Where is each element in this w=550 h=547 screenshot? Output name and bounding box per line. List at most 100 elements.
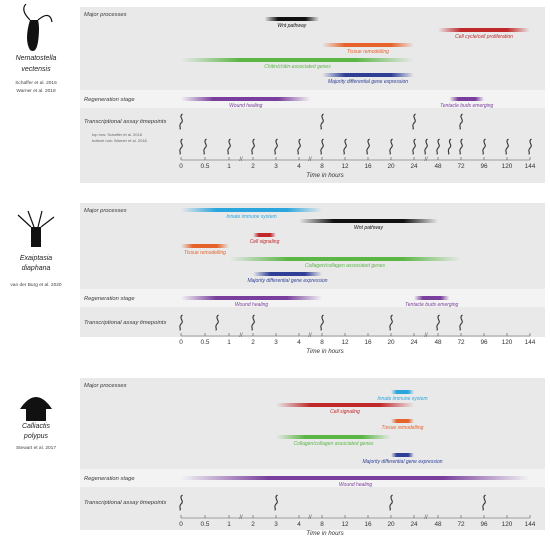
process-bar (181, 58, 414, 62)
regeneration-bar (414, 296, 450, 300)
timepoint-marker (366, 138, 370, 155)
calliactis-icon (20, 397, 52, 409)
process-label: Wnt pathway (354, 225, 383, 231)
process-label: Tissue remodelling (184, 250, 226, 256)
tick-label: 16 (364, 339, 372, 346)
process-label: Cell cycle/cell proliferation (455, 34, 513, 40)
timepoint-marker (389, 314, 393, 331)
tick-label: 8 (320, 163, 324, 170)
tick-label: 24 (410, 339, 418, 346)
axis-break: // (308, 515, 312, 521)
axis-label: Time in hours (306, 530, 343, 537)
regeneration-bar (181, 296, 322, 300)
timepoint-marker (482, 494, 486, 511)
timepoint-marker (227, 138, 231, 155)
tick-label: 24 (410, 163, 418, 170)
tick-label: 96 (480, 521, 488, 528)
timepoint-marker (320, 138, 324, 155)
timepoint-marker (179, 138, 183, 155)
reference: Warner et al. 2018 (16, 88, 56, 94)
process-bar (276, 403, 414, 407)
regeneration-stripe (80, 90, 545, 108)
axis-label: Time in hours (306, 348, 343, 355)
tick-label: 72 (457, 521, 465, 528)
process-bar (322, 73, 414, 77)
axis-label: Time in hours (306, 172, 343, 179)
regeneration-label: Wound healing (339, 482, 373, 488)
tick-label: 20 (387, 339, 395, 346)
axis-break: // (424, 333, 428, 339)
timepoint-marker (389, 494, 393, 511)
tick-label: 0.5 (201, 339, 210, 346)
section-label-regeneration: Regeneration stage (84, 296, 135, 302)
process-label: Tissue remodelling (382, 425, 424, 431)
timepoint-marker (274, 494, 278, 511)
timepoint-marker (459, 113, 463, 130)
tick-label: 8 (320, 521, 324, 528)
process-bar (391, 419, 414, 423)
section-label-timepoints: Transcriptional assay timepoints (84, 320, 166, 326)
timepoint-marker (179, 314, 183, 331)
tick-label: 24 (410, 521, 418, 528)
timepoint-marker (179, 113, 183, 130)
nematostella-icon (27, 20, 39, 51)
tick-label: 96 (480, 163, 488, 170)
timepoint-marker (424, 138, 428, 155)
tick-label: 0 (179, 163, 183, 170)
tick-label: 1 (227, 339, 231, 346)
process-label: Cell signaling (330, 409, 360, 415)
tick-label: 20 (387, 163, 395, 170)
process-bar (229, 257, 461, 261)
timepoint-marker (412, 113, 416, 130)
timepoint-marker (343, 138, 347, 155)
section-label-processes: Major processes (84, 12, 127, 18)
timepoint-marker (274, 138, 278, 155)
section-label-timepoints: Transcriptional assay timepoints (84, 500, 166, 506)
panel-background (80, 203, 545, 337)
tick-label: 3 (274, 521, 278, 528)
process-label: Collagen/collagen associated genes (305, 263, 386, 269)
process-bar (181, 244, 229, 248)
process-label: Majority differential gene expression (328, 79, 408, 85)
tick-label: 0 (179, 339, 183, 346)
timepoint-marker (436, 314, 440, 331)
process-bar (438, 28, 530, 32)
timepoint-marker (320, 314, 324, 331)
reference: Schaffer et al. 2016 (15, 80, 57, 86)
process-bar (322, 43, 414, 47)
tick-label: 48 (434, 339, 442, 346)
species-name: diaphana (22, 265, 51, 272)
exaiptasia-icon (31, 227, 41, 247)
species-name: Calliactis (22, 423, 51, 430)
calliactis-column-icon (26, 409, 46, 421)
species-name: polypus (23, 433, 49, 440)
tick-label: 144 (525, 521, 536, 528)
axis-break: // (239, 333, 243, 339)
reference: van der Burg et al. 2020 (10, 282, 62, 288)
tick-label: 48 (434, 521, 442, 528)
process-label: Chitin/chitin-associated genes (264, 64, 331, 70)
tick-label: 72 (457, 163, 465, 170)
process-label: Innate immune system (377, 396, 427, 402)
timepoint-note: bottom row: Warner et al. 2018 (92, 138, 148, 143)
process-label: Cell signaling (250, 239, 280, 245)
timepoint-marker (297, 138, 301, 155)
tick-label: 8 (320, 339, 324, 346)
timepoint-marker (203, 138, 207, 155)
timepoint-marker (482, 138, 486, 155)
axis-break: // (308, 157, 312, 163)
section-label-timepoints: Transcriptional assay timepoints (84, 119, 166, 125)
section-label-regeneration: Regeneration stage (84, 97, 135, 103)
regeneration-bar (181, 97, 311, 101)
tick-label: 12 (341, 339, 349, 346)
process-label: Tissue remodelling (347, 49, 389, 55)
process-bar (299, 219, 438, 223)
process-label: Innate immune system (226, 214, 276, 220)
timepoint-marker (179, 494, 183, 511)
section-label-processes: Major processes (84, 208, 127, 214)
tick-label: 12 (341, 521, 349, 528)
process-bar (253, 233, 276, 237)
tick-label: 12 (341, 163, 349, 170)
species-name: Exaiptasia (20, 255, 52, 262)
